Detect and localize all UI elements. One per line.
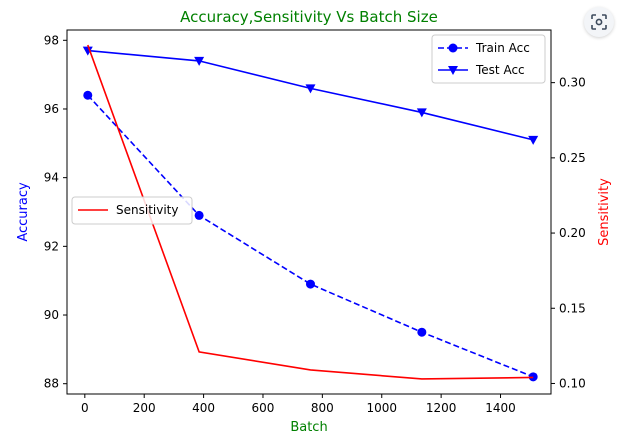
left-y-tick-label: 92 bbox=[44, 239, 59, 253]
right-y-axis-label: Sensitivity bbox=[597, 178, 612, 246]
test-acc-point bbox=[528, 135, 539, 145]
left-y-tick-label: 96 bbox=[44, 102, 59, 116]
right-y-tick-label: 0.15 bbox=[559, 301, 586, 315]
sensitivity-series-line bbox=[87, 44, 534, 380]
right-y-tick-label: 0.10 bbox=[559, 376, 586, 390]
x-tick-label: 600 bbox=[252, 401, 275, 415]
x-axis-label: Batch bbox=[290, 420, 327, 435]
right-y-tick-label: 0.30 bbox=[559, 76, 586, 90]
test-acc-point bbox=[82, 46, 93, 56]
legend-marker-train-acc bbox=[448, 43, 458, 53]
test-acc-point bbox=[194, 56, 205, 66]
chart-title: Accuracy,Sensitivity Vs Batch Size bbox=[180, 8, 438, 26]
left-y-tick-label: 98 bbox=[44, 33, 59, 47]
test-acc-point bbox=[305, 84, 316, 94]
test-acc-point bbox=[416, 108, 427, 118]
legend-center-left: Sensitivity bbox=[71, 196, 193, 225]
legend-top-right: Train Acc Test Acc bbox=[431, 34, 546, 84]
legend-label-train-acc: Train Acc bbox=[475, 41, 530, 55]
train-acc-point bbox=[194, 210, 204, 220]
train-acc-point bbox=[305, 279, 315, 289]
x-tick-label: 1400 bbox=[485, 401, 516, 415]
train-acc-point bbox=[417, 327, 427, 337]
legend-box bbox=[71, 196, 193, 225]
x-tick-label: 1200 bbox=[426, 401, 457, 415]
train-acc-series-line bbox=[87, 94, 534, 378]
legend-label-test-acc: Test Acc bbox=[475, 63, 525, 77]
left-y-tick-label: 94 bbox=[44, 171, 59, 185]
left-y-tick-label: 88 bbox=[44, 377, 59, 391]
left-y-tick-label: 90 bbox=[44, 308, 59, 322]
legend-label-sensitivity: Sensitivity bbox=[116, 203, 178, 217]
x-tick-label: 0 bbox=[81, 401, 89, 415]
x-tick-label: 800 bbox=[311, 401, 334, 415]
x-tick-label: 1000 bbox=[366, 401, 397, 415]
right-y-tick-label: 0.20 bbox=[559, 226, 586, 240]
legend-marker-test-acc bbox=[448, 66, 458, 75]
x-tick-label: 400 bbox=[192, 401, 215, 415]
legend-box bbox=[431, 34, 546, 84]
image-search-icon[interactable] bbox=[584, 7, 614, 37]
left-y-axis-label: Accuracy bbox=[16, 182, 31, 242]
train-acc-point bbox=[83, 90, 93, 100]
train-acc-point bbox=[528, 372, 538, 382]
x-tick-label: 200 bbox=[133, 401, 156, 415]
right-y-tick-label: 0.25 bbox=[559, 151, 586, 165]
plot-frame bbox=[66, 29, 552, 395]
